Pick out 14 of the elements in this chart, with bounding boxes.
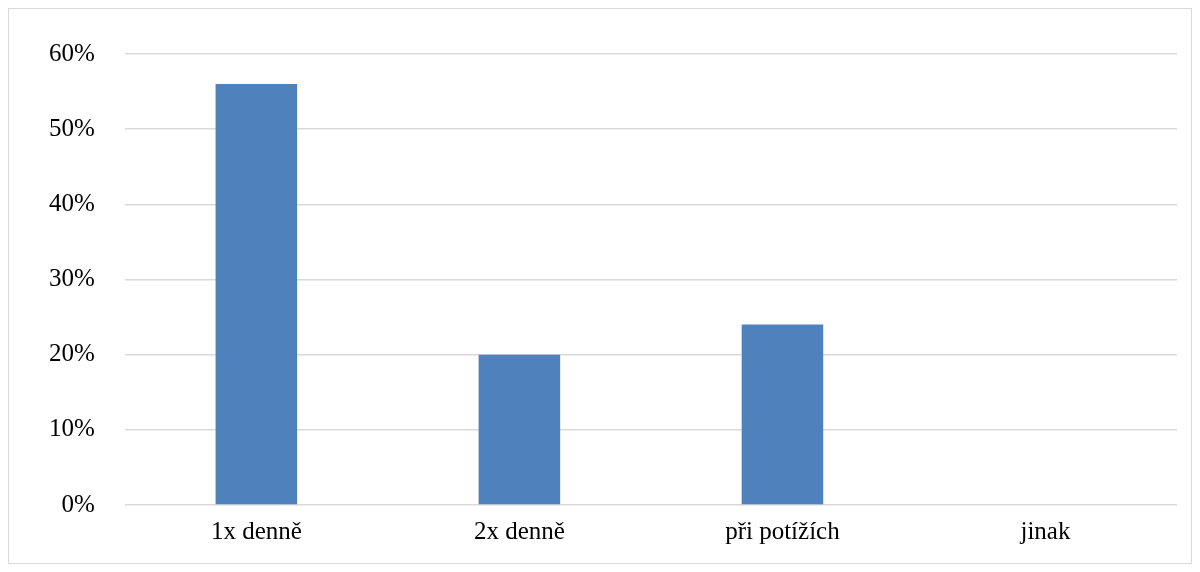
- y-tick-label: 30%: [49, 264, 95, 292]
- x-tick-label: 2x denně: [473, 516, 565, 544]
- bar: [215, 84, 298, 505]
- bar: [741, 324, 824, 505]
- y-tick-label: 10%: [49, 414, 95, 442]
- y-tick-label: 40%: [49, 188, 95, 216]
- x-tick-label: jinak: [1019, 516, 1071, 544]
- y-tick-label: 0%: [61, 489, 95, 517]
- y-tick-label: 50%: [49, 113, 95, 141]
- y-tick-label: 20%: [49, 339, 95, 367]
- bar: [478, 354, 561, 505]
- y-tick-label: 60%: [49, 38, 95, 66]
- x-tick-label: 1x denně: [210, 516, 302, 544]
- x-tick-label: při potížích: [725, 516, 841, 544]
